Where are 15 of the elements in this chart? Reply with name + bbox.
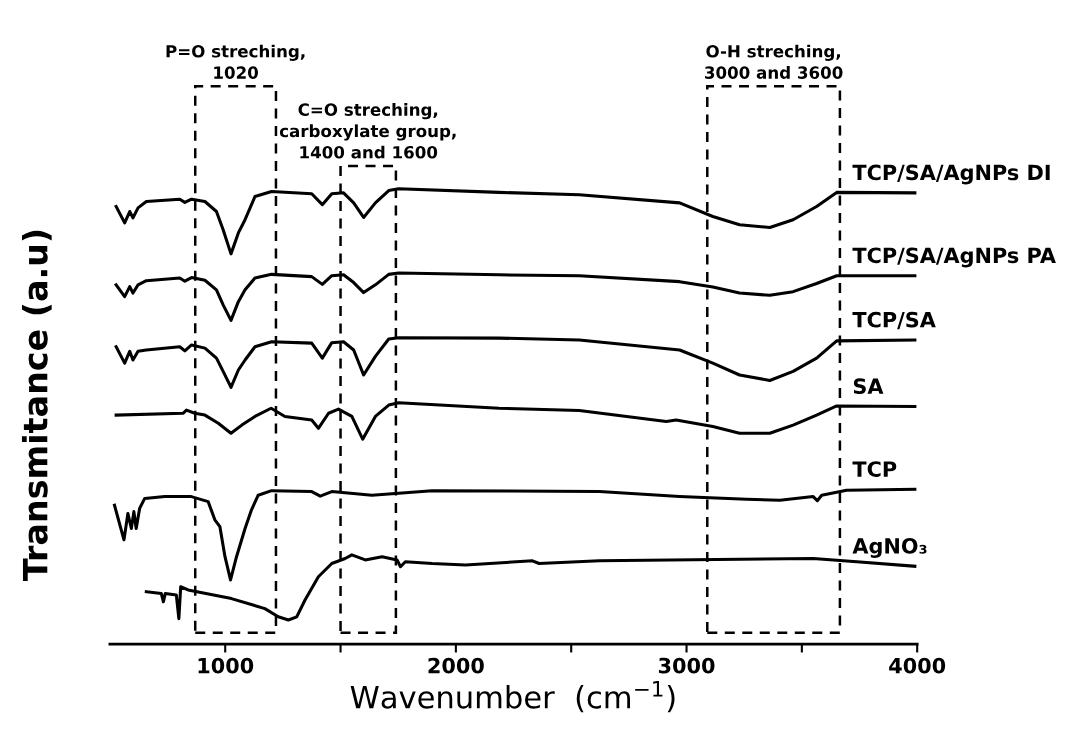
band-label: O-H streching, 3000 and 3600 [705,44,843,79]
x-tick-label: 4000 [889,657,946,674]
series-label: TCP/SA/AgNPs DI [852,164,1050,185]
x-tick-label: 2000 [428,657,484,674]
series-label: TCP [852,461,897,477]
band-label: C=O streching, carboxylate group, 1400 and 1600 [279,103,456,159]
x-tick-label: 3000 [658,657,715,674]
y-axis-title: Transmitance (a.u) [21,230,52,581]
series-label: TCP/SA [852,311,936,330]
series-label: SA [853,378,884,395]
x-tick-label: 1000 [198,657,254,674]
band-label: P=O streching, 1020 [166,44,305,79]
series-label: AgNO₃ [852,537,927,558]
x-axis-title: Wavenumber (cm$^{−1}$) [350,680,675,713]
series-label: TCP/SA/AgNPs PA [852,247,1056,268]
